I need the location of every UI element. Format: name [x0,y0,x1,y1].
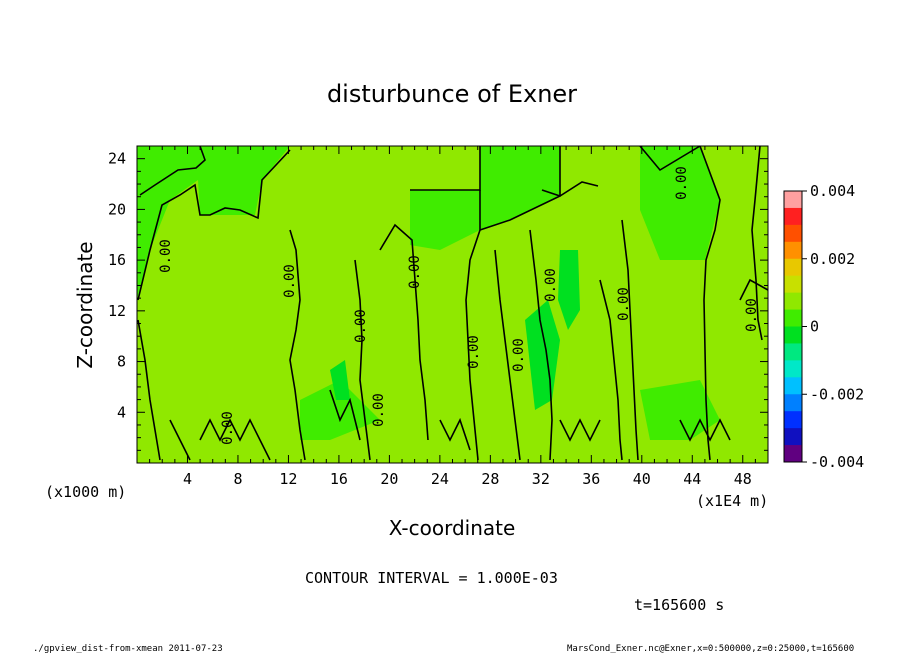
contour-line [599,279,623,461]
field-region [558,250,580,330]
colorbar: 0.004 0.002 0 -0.002 -0.004 [783,182,864,471]
colorbar-swatch [784,275,802,294]
colorbar-swatch [784,207,802,226]
x-tick-label: 48 [734,470,752,488]
contour-line [139,145,206,196]
x-tick-label: 20 [380,470,398,488]
x-tick-label: 32 [532,470,550,488]
contour-line [639,145,701,172]
colorbar-swatch [784,191,802,209]
colorbar-tick-label: 0.002 [810,250,855,268]
field-region [640,146,720,260]
contour-label: 0.00 [616,287,632,321]
chart-title: disturbunce of Exner [327,80,577,108]
x-tick-label: 4 [183,470,192,488]
contour-label: 0.00 [282,264,298,298]
x-tick-label: 44 [683,470,701,488]
plot-area: 0.00 0.00 0.00 0.00 0.00 0.00 0.00 0.00 0.00 0.00… [136,145,769,464]
contour-label: 0.00 [220,411,236,445]
colorbar-swatch [784,258,802,277]
contour-line [621,219,639,461]
contour-line [329,389,361,441]
colorbar-swatch [784,309,802,327]
colorbar-tick-label: 0 [810,318,819,336]
colorbar-swatch [784,241,802,260]
footer-left: ./gpview_dist-from-xmean 2011-07-23 [33,644,223,654]
contour-line [169,419,191,461]
field-region [300,380,380,440]
colorbar-tick-label: -0.004 [810,453,864,471]
contour-labels: 0.00 0.00 0.00 0.00 0.00 0.00 0.00 0.00 0.00 0.00… [158,166,760,445]
colorbar-swatch [784,224,802,243]
contour-line [137,319,161,461]
y-tick-label: 24 [108,150,126,168]
colorbar-swatch [784,360,802,378]
contour-label: 0.00 [466,335,482,369]
contour-line [679,418,731,442]
field-regions [137,146,720,440]
contour-label: 0.00 [371,393,387,427]
colorbar-tick-label: 0.004 [810,182,855,200]
colorbar-swatch [784,394,802,412]
field-region [137,146,290,300]
x-tick-label: 24 [431,470,449,488]
x-tick-label: 12 [279,470,297,488]
contour-label: 0.00 [674,166,690,200]
contour-label: 0.00 [511,338,527,372]
contour-label: 0.00 [543,268,559,302]
colorbar-swatch [784,377,802,395]
contour-interval-label: CONTOUR INTERVAL = 1.000E-03 [305,569,558,587]
colorbar-swatch [784,326,802,344]
x-tick-label: 40 [633,470,651,488]
contour-line [541,181,599,197]
field-region [525,300,560,410]
x-axis: 4 8 12 16 20 24 28 32 36 40 44 48 [136,146,769,488]
colorbar-swatch [784,411,802,429]
colorbar-swatch [784,343,802,361]
colorbar-swatch [784,445,802,463]
contour-line [751,145,763,341]
contour-label: 0.00 [158,239,174,273]
contour-label: 0.00 [353,309,369,343]
x-tick-label: 36 [582,470,600,488]
field-region [640,380,720,440]
y-tick-label: 4 [117,403,126,421]
y-tick-label: 8 [117,353,126,371]
contour-line [199,418,271,461]
contour-line [739,278,769,301]
contour-line [439,417,471,451]
contour-line [559,418,601,442]
x-axis-unit: (x1E4 m) [696,492,768,510]
colorbar-swatch [784,428,802,446]
contour-label: 0.00 [744,298,760,332]
contour-line [289,229,306,461]
time-label: t=165600 s [634,596,724,614]
y-axis-label: Z-coordinate [73,241,97,368]
contour-line [354,259,371,461]
colorbar-tick-label: -0.002 [810,385,864,403]
x-tick-label: 16 [330,470,348,488]
y-tick-label: 16 [108,251,126,269]
x-axis-label: X-coordinate [389,516,516,540]
colorbar-swatch [784,292,802,311]
footer-right: MarsCond_Exner.nc@Exner,x=0:500000,z=0:2… [567,644,854,654]
zero-contours [137,145,769,461]
contour-line [465,190,481,461]
y-tick-label: 12 [108,302,126,320]
field-region [410,146,560,250]
y-tick-label: 20 [108,200,126,218]
contour-label: 0.00 [407,255,423,289]
contour-line [379,223,429,441]
field-region [330,360,350,400]
contour-line [494,249,521,461]
x-tick-label: 28 [481,470,499,488]
contour-line [699,145,721,461]
x-tick-label: 8 [233,470,242,488]
contour-line [529,229,553,461]
contour-line [479,146,561,231]
contour-line [137,149,291,301]
y-axis: 4 8 12 16 20 24 [108,145,768,464]
x-axis-extra-unit: (x1000 m) [45,483,126,501]
